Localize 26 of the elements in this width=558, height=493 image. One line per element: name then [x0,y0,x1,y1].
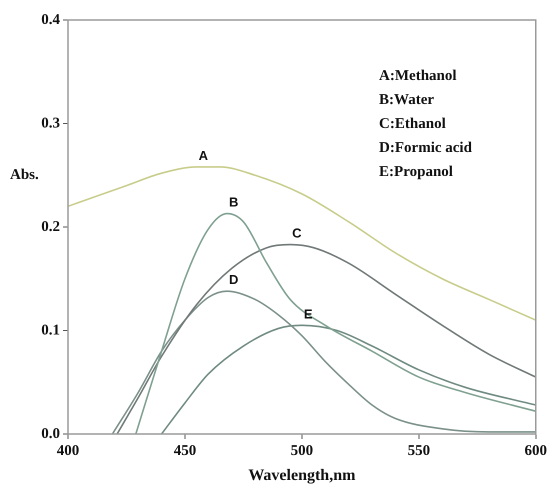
line-series [116,244,536,434]
annotation: E:Propanol [379,164,453,180]
line-series [112,290,536,434]
y-axis-title: Abs. [10,167,40,184]
y-tick-label: 0.4 [41,12,60,28]
x-tick-label: 550 [408,442,430,459]
line-series [135,212,536,434]
line-series [68,166,536,321]
series-label: D [229,272,238,288]
x-tick-label: 600 [524,442,547,459]
y-tick-label: 0.1 [41,322,60,338]
x-tick-label: 450 [174,442,196,459]
y-tick-label: 0.2 [41,218,60,235]
annotation: D:Formic acid [379,140,473,156]
annotation: A:Methanol [379,68,457,84]
y-tick-label: 0.3 [41,115,60,132]
y-tick-label: 0.0 [41,426,60,442]
x-axis-title: Wavelength,nm [248,467,356,484]
annotation: B:Water [379,92,434,108]
series-label: A [198,148,209,164]
x-tick-label: 400 [56,442,80,459]
series-label: B [229,194,238,210]
series-label: C [292,226,302,241]
x-tick-label: 500 [290,442,314,459]
series-label: E [304,306,313,322]
annotation: C:Ethanol [379,116,446,132]
